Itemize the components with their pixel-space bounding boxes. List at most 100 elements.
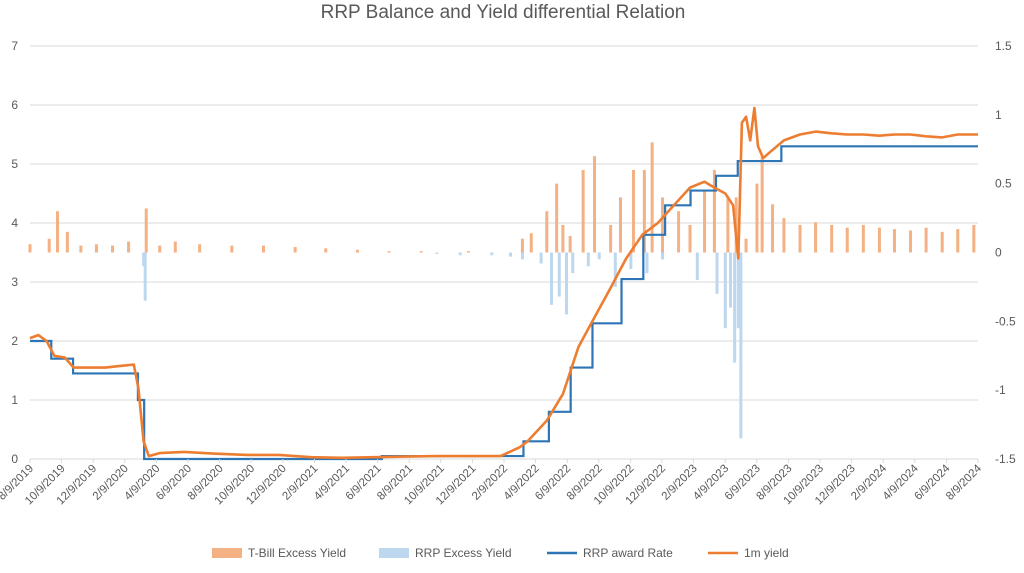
legend-swatch (212, 548, 242, 558)
bar-rrp-excess-yield (629, 252, 633, 270)
bar-t-bill-excess-yield (755, 183, 759, 253)
bar-t-bill-excess-yield (387, 251, 391, 253)
left-tick-label: 4 (11, 216, 18, 230)
right-tick-label: 0.5 (995, 177, 1012, 191)
x-axis: 8/9/201910/9/201912/9/20192/9/20204/9/20… (0, 459, 985, 507)
legend-label: T-Bill Excess Yield (248, 546, 346, 560)
bar-rrp-excess-yield (142, 252, 146, 267)
left-tick-label: 5 (11, 157, 18, 171)
bar-t-bill-excess-yield (609, 224, 613, 253)
bar-t-bill-excess-yield (703, 190, 707, 253)
right-tick-label: 1.5 (995, 39, 1012, 53)
bar-t-bill-excess-yield (127, 241, 131, 253)
bar-t-bill-excess-yield (782, 218, 786, 253)
x-tick-label: 8/9/2024 (944, 462, 985, 503)
bar-rrp-excess-yield (490, 252, 494, 256)
chart-title: RRP Balance and Yield differential Relat… (321, 2, 686, 23)
bar-t-bill-excess-yield (28, 244, 32, 253)
bar-t-bill-excess-yield (593, 156, 597, 253)
bar-t-bill-excess-yield (56, 211, 60, 253)
bar-rrp-excess-yield (565, 252, 569, 315)
bar-rrp-excess-yield (520, 252, 524, 260)
legend-swatch (379, 548, 409, 558)
bar-t-bill-excess-yield (909, 230, 913, 253)
bar-t-bill-excess-yield (94, 244, 98, 253)
bar-rrp-excess-yield (143, 252, 147, 301)
bar-t-bill-excess-yield (972, 224, 976, 253)
bar-rrp-excess-yield (557, 252, 561, 297)
bar-rrp-excess-yield (723, 252, 727, 329)
right-tick-label: -0.5 (995, 314, 1016, 328)
bar-t-bill-excess-yield (568, 235, 572, 253)
bar-t-bill-excess-yield (618, 197, 622, 253)
bar-t-bill-excess-yield (293, 246, 297, 253)
bar-t-bill-excess-yield (760, 156, 764, 253)
bar-rrp-excess-yield (739, 252, 743, 439)
bar-t-bill-excess-yield (771, 204, 775, 253)
bar-t-bill-excess-yield (419, 251, 423, 253)
bar-t-bill-excess-yield (65, 231, 69, 253)
bar-rrp-excess-yield (733, 252, 737, 363)
left-tick-label: 3 (11, 275, 18, 289)
bar-t-bill-excess-yield (230, 245, 234, 253)
bar-t-bill-excess-yield (555, 183, 559, 253)
lines-layer (29, 106, 978, 461)
bar-rrp-excess-yield (539, 252, 543, 264)
legend-label: 1m yield (744, 546, 789, 560)
bar-t-bill-excess-yield (650, 142, 654, 253)
right-axis: -1.5 -1 -0.5 0 0.5 1 1.5 (995, 39, 1016, 466)
bar-rrp-excess-yield (586, 252, 590, 267)
bar-t-bill-excess-yield (466, 251, 470, 253)
right-tick-label: -1.5 (995, 452, 1016, 466)
bar-t-bill-excess-yield (158, 245, 162, 253)
bar-t-bill-excess-yield (47, 238, 51, 253)
left-tick-label: 7 (11, 39, 18, 53)
bar-rrp-excess-yield (597, 252, 601, 260)
legend-label: RRP award Rate (583, 546, 673, 560)
bar-t-bill-excess-yield (173, 241, 177, 253)
bar-t-bill-excess-yield (642, 169, 646, 253)
bar-t-bill-excess-yield (520, 238, 524, 253)
series-1m-yield-line (29, 106, 978, 460)
bar-t-bill-excess-yield (198, 244, 202, 253)
left-axis: 0 1 2 3 4 5 6 7 (11, 39, 18, 466)
left-tick-label: 2 (11, 334, 18, 348)
bar-t-bill-excess-yield (355, 249, 359, 253)
right-tick-label: -1 (995, 383, 1006, 397)
bar-t-bill-excess-yield (631, 169, 635, 253)
right-tick-label: 1 (995, 108, 1002, 122)
bar-t-bill-excess-yield (940, 231, 944, 253)
bar-t-bill-excess-yield (261, 245, 265, 253)
bar-t-bill-excess-yield (79, 245, 83, 253)
bar-t-bill-excess-yield (324, 248, 328, 253)
bar-rrp-excess-yield (661, 252, 665, 260)
bar-t-bill-excess-yield (814, 222, 818, 253)
bar-t-bill-excess-yield (545, 211, 549, 253)
bar-t-bill-excess-yield (561, 224, 565, 253)
bar-t-bill-excess-yield (845, 227, 849, 253)
legend-label: RRP Excess Yield (415, 546, 512, 560)
bar-rrp-excess-yield (549, 252, 553, 305)
bar-rrp-excess-yield (613, 252, 617, 287)
bar-rrp-excess-yield (645, 252, 649, 274)
bar-t-bill-excess-yield (661, 197, 665, 253)
bar-rrp-excess-yield (736, 252, 740, 329)
right-tick-label: 0 (995, 246, 1002, 260)
bar-t-bill-excess-yield (144, 208, 148, 253)
bar-t-bill-excess-yield (861, 224, 865, 253)
bar-t-bill-excess-yield (830, 224, 834, 253)
bar-rrp-excess-yield (435, 252, 439, 254)
bar-t-bill-excess-yield (726, 197, 730, 253)
left-tick-label: 1 (11, 393, 18, 407)
left-tick-label: 0 (11, 452, 18, 466)
bar-rrp-excess-yield (571, 252, 575, 274)
bar-t-bill-excess-yield (798, 224, 802, 253)
bar-t-bill-excess-yield (892, 229, 896, 253)
bar-rrp-excess-yield (458, 252, 462, 256)
bar-t-bill-excess-yield (529, 233, 533, 253)
bar-t-bill-excess-yield (877, 227, 881, 253)
series-rrp-award-rate-line (30, 145, 978, 461)
bar-t-bill-excess-yield (677, 211, 681, 253)
bar-rrp-excess-yield (728, 252, 732, 308)
